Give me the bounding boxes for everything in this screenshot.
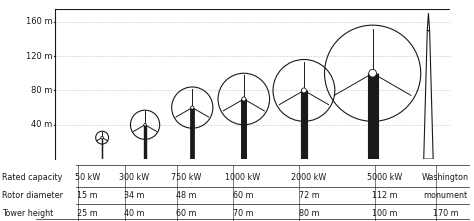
Text: 40 m: 40 m xyxy=(31,120,52,129)
Text: 60 m: 60 m xyxy=(233,191,253,200)
Text: 2000 kW: 2000 kW xyxy=(292,173,327,182)
Text: 80 m: 80 m xyxy=(31,86,52,95)
Text: 72 m: 72 m xyxy=(299,191,319,200)
Text: 50 kW: 50 kW xyxy=(75,173,100,182)
Text: 48 m: 48 m xyxy=(176,191,197,200)
Text: 25 m: 25 m xyxy=(77,209,98,218)
Text: 34 m: 34 m xyxy=(124,191,145,200)
Text: 750 kW: 750 kW xyxy=(171,173,201,182)
Text: 1000 kW: 1000 kW xyxy=(226,173,261,182)
Text: Washington: Washington xyxy=(422,173,469,182)
Text: 170 m: 170 m xyxy=(433,209,458,218)
Text: 300 kW: 300 kW xyxy=(119,173,150,182)
Text: 5000 kW: 5000 kW xyxy=(367,173,402,182)
Polygon shape xyxy=(424,31,433,159)
Text: 80 m: 80 m xyxy=(299,209,319,218)
Text: 120 m: 120 m xyxy=(26,51,52,61)
Text: 160 m: 160 m xyxy=(26,17,52,26)
Text: 40 m: 40 m xyxy=(124,209,145,218)
Text: 70 m: 70 m xyxy=(233,209,253,218)
Text: Tower height: Tower height xyxy=(2,209,54,218)
Circle shape xyxy=(242,97,246,101)
Circle shape xyxy=(191,106,194,109)
Circle shape xyxy=(101,136,103,139)
Circle shape xyxy=(144,124,146,126)
Text: 60 m: 60 m xyxy=(176,209,197,218)
Polygon shape xyxy=(427,13,429,31)
Circle shape xyxy=(301,88,306,93)
Text: 100 m: 100 m xyxy=(372,209,397,218)
Circle shape xyxy=(369,69,376,77)
Text: 15 m: 15 m xyxy=(77,191,98,200)
Text: 112 m: 112 m xyxy=(372,191,397,200)
Text: monument: monument xyxy=(424,191,468,200)
Text: Rated capacity: Rated capacity xyxy=(2,173,63,182)
Text: Rotor diameter: Rotor diameter xyxy=(2,191,64,200)
